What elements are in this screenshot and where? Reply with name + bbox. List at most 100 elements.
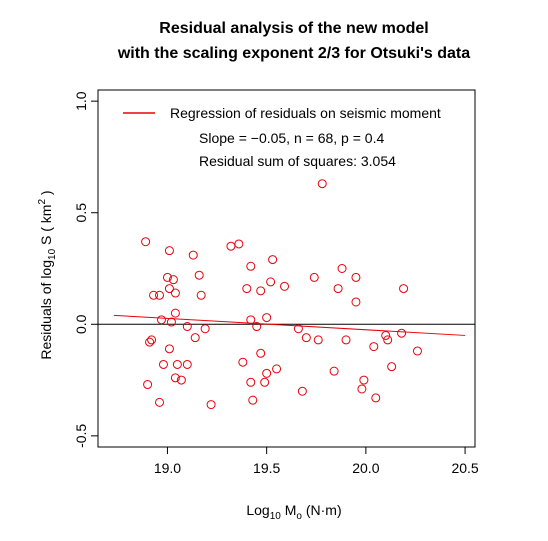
data-point — [329, 366, 339, 376]
x-axis-label-units: (N·m) — [302, 502, 342, 518]
x-axis-label-subscript: 10 — [270, 511, 282, 522]
data-point — [399, 284, 409, 294]
data-point — [162, 272, 172, 282]
y-axis-label-mid: S ( km — [38, 205, 54, 249]
data-point — [194, 270, 204, 280]
data-point — [141, 237, 151, 247]
data-point — [317, 179, 327, 189]
data-point — [256, 286, 266, 296]
data-point — [196, 290, 206, 300]
x-axis-label: Log10 Mo (N·m) — [246, 502, 341, 522]
data-point — [246, 377, 256, 387]
y-tick-label: 0.0 — [73, 314, 89, 334]
data-point — [313, 335, 323, 345]
data-point — [147, 335, 157, 345]
data-point — [381, 330, 391, 340]
x-tick-label: 19.0 — [154, 460, 181, 476]
data-point — [262, 313, 272, 323]
data-point — [256, 348, 266, 358]
data-point — [260, 377, 270, 387]
y-tick-label: 0.5 — [73, 203, 89, 223]
data-point — [170, 373, 180, 383]
data-point — [337, 264, 347, 273]
data-point — [266, 277, 276, 287]
data-point — [351, 297, 361, 307]
data-point — [234, 239, 244, 249]
data-point — [182, 359, 192, 369]
data-point — [149, 290, 159, 300]
data-point — [357, 384, 367, 394]
y-axis-label: Residuals of log10 S ( km2 ) — [37, 190, 58, 359]
plot-frame — [97, 89, 476, 448]
data-point — [397, 328, 407, 338]
x-tick-label: 19.5 — [253, 460, 280, 476]
data-point — [242, 284, 252, 294]
chart-title-line-1: Residual analysis of the new model — [159, 20, 428, 37]
data-point — [176, 375, 186, 385]
data-point — [238, 357, 248, 367]
data-point — [164, 344, 174, 354]
data-point — [155, 290, 165, 300]
x-tick-label: 20.0 — [352, 460, 379, 476]
data-point — [158, 359, 168, 369]
x-axis-label-subscript-2: o — [296, 511, 302, 522]
data-point — [170, 308, 180, 318]
y-axis-label-pre: Residuals of log — [38, 260, 54, 360]
data-point — [383, 335, 393, 345]
data-point — [309, 272, 319, 282]
data-point — [156, 315, 166, 325]
data-point — [387, 362, 397, 372]
y-axis-label-subscript: 10 — [47, 248, 58, 260]
data-point — [200, 324, 210, 334]
data-point — [351, 272, 361, 282]
data-point — [371, 393, 381, 403]
data-point — [412, 346, 422, 356]
x-axis-label-base: Log — [246, 502, 269, 518]
legend-stats-slope: Slope = −0.05, n = 68, p = 0.4 — [199, 130, 384, 146]
legend-stats-rss: Residual sum of squares: 3.054 — [199, 153, 396, 169]
data-point — [206, 400, 216, 410]
data-point — [166, 317, 176, 327]
data-point — [143, 380, 153, 390]
y-axis: -0.5 0.0 0.5 1.0 — [73, 91, 98, 448]
data-point — [172, 359, 182, 369]
data-point — [293, 324, 303, 334]
data-point — [168, 275, 178, 285]
data-point — [252, 322, 262, 332]
data-point — [246, 261, 256, 271]
data-point — [297, 386, 307, 396]
data-point — [272, 364, 282, 374]
data-point — [280, 281, 290, 291]
data-point — [301, 333, 311, 343]
data-point — [190, 333, 200, 343]
y-axis-label-post: ) — [38, 190, 54, 199]
x-tick-label: 20.5 — [451, 460, 478, 476]
data-point — [341, 335, 351, 345]
data-point — [155, 397, 165, 407]
data-point — [268, 255, 278, 265]
data-points — [141, 179, 422, 410]
data-point — [246, 315, 256, 325]
data-point — [182, 322, 192, 332]
regression-line — [113, 314, 466, 336]
legend: Regression of residuals on seismic momen… — [123, 105, 441, 169]
data-point — [333, 284, 343, 294]
chart-title-line-2: with the scaling exponent 2/3 for Otsuki… — [117, 45, 470, 62]
legend-entry: Regression of residuals on seismic momen… — [170, 105, 441, 121]
y-axis-label-superscript: 2 — [37, 199, 48, 205]
data-point — [145, 337, 155, 347]
y-tick-label: -0.5 — [73, 424, 89, 448]
data-point — [226, 241, 236, 251]
data-point — [164, 284, 174, 294]
data-point — [188, 250, 198, 260]
data-point — [262, 368, 272, 378]
x-axis-label-mid: M — [281, 502, 297, 518]
y-tick-label: 1.0 — [73, 91, 89, 111]
data-point — [170, 288, 180, 298]
data-point — [369, 342, 379, 352]
x-axis: 19.0 19.5 20.0 20.5 — [154, 447, 479, 476]
data-point — [248, 395, 258, 405]
data-point — [359, 375, 369, 385]
data-point — [164, 246, 174, 256]
